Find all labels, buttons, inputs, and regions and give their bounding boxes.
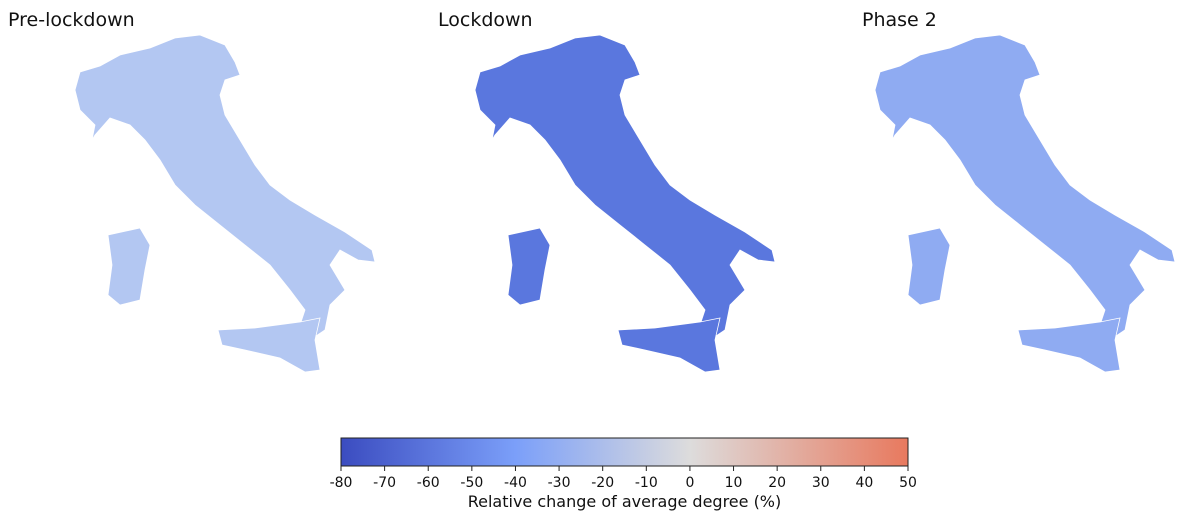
colorbar-tick-label: -10 <box>635 475 658 491</box>
colorbar-tick-label: -30 <box>548 475 571 491</box>
colorbar-tick-label: 10 <box>725 475 743 491</box>
colorbar-label: Relative change of average degree (%) <box>468 492 782 511</box>
colorbar <box>340 437 909 467</box>
colorbar-tick-label: -40 <box>504 475 527 491</box>
colorbar-tick-label: 0 <box>685 475 694 491</box>
map-phase-2 <box>874 34 1176 373</box>
map-pre-lockdown <box>74 34 376 373</box>
map-lockdown <box>474 34 776 373</box>
colorbar-tick-label: 20 <box>768 475 786 491</box>
panel-title: Lockdown <box>438 9 533 31</box>
colorbar-tick-label: 50 <box>899 475 917 491</box>
colorbar-tick-label: 30 <box>812 475 830 491</box>
colorbar-tick-label: -50 <box>460 475 483 491</box>
colorbar-tick-label: -70 <box>373 475 396 491</box>
colorbar-tick-label: -20 <box>591 475 614 491</box>
colorbar-tick-label: -80 <box>330 475 353 491</box>
colorbar-tick-label: -60 <box>417 475 440 491</box>
colorbar-tick-label: 40 <box>855 475 873 491</box>
panel-title: Pre-lockdown <box>8 9 135 31</box>
panel-title: Phase 2 <box>862 9 937 31</box>
